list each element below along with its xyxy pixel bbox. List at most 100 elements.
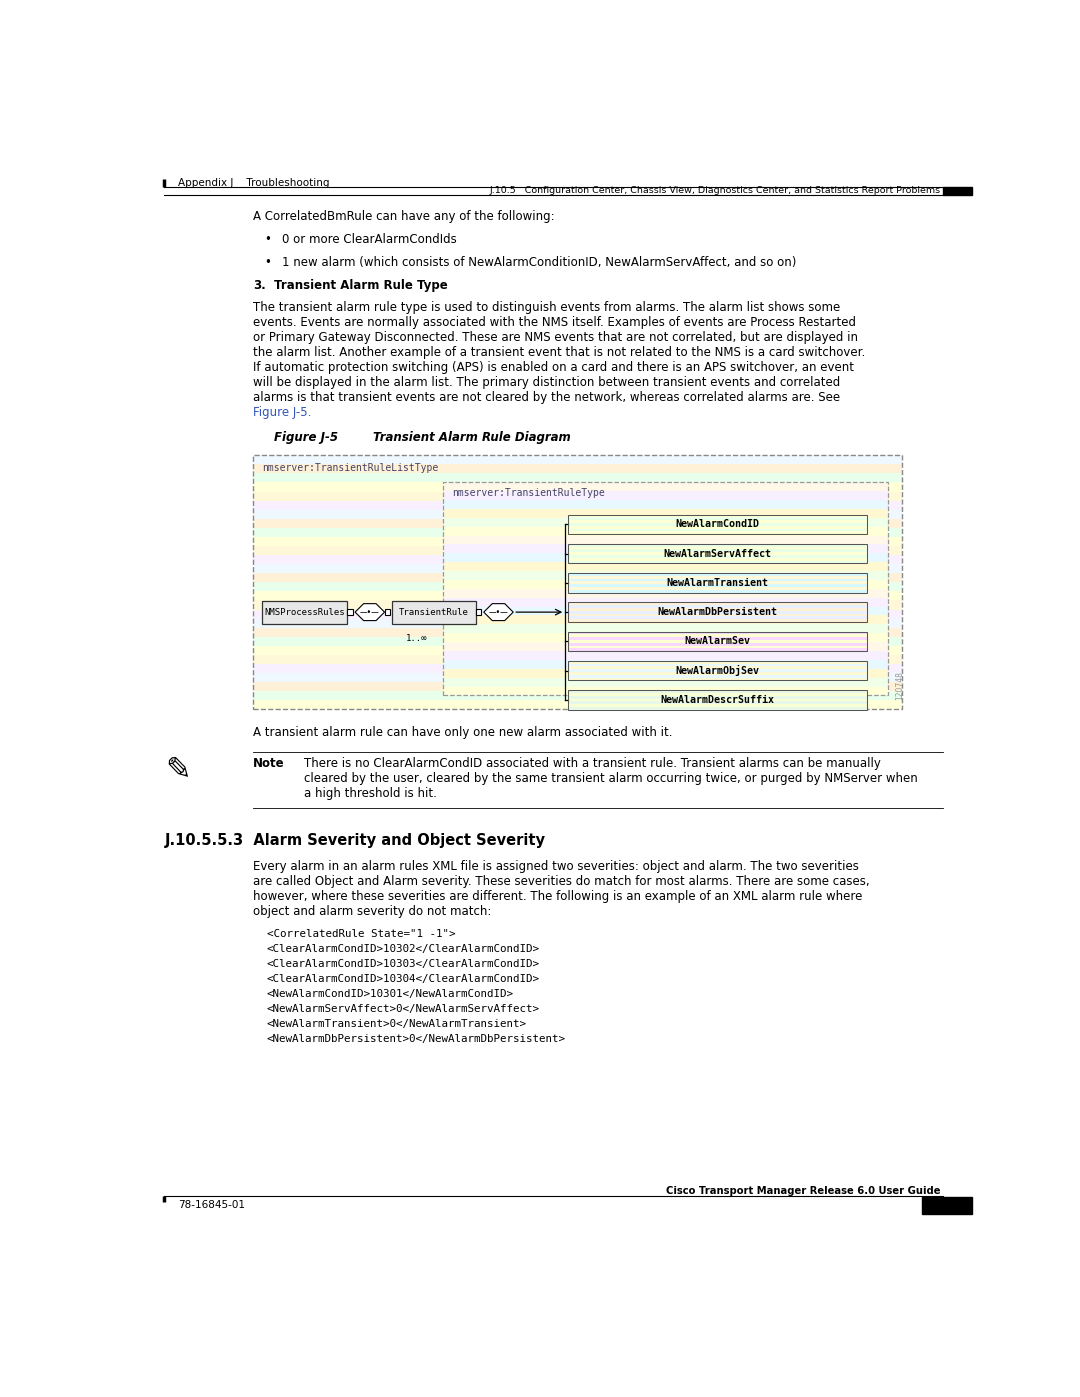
Text: NMSProcessRules: NMSProcessRules [265,608,345,616]
Bar [443,527,888,535]
Text: Every alarm in an alarm rules XML file is assigned two severities: object and al: Every alarm in an alarm rules XML file i… [253,861,859,873]
Bar [568,602,866,605]
Text: 78-16845-01: 78-16845-01 [177,1200,245,1210]
Text: Cisco Transport Manager Release 6.0 User Guide: Cisco Transport Manager Release 6.0 User… [666,1186,941,1196]
Bar [253,546,902,555]
Bar [568,560,866,563]
Bar [253,455,902,464]
Bar [568,664,866,666]
Bar [443,616,888,624]
Text: Appendix J    Troubleshooting: Appendix J Troubleshooting [177,179,329,189]
Bar [253,601,902,609]
Text: are called Object and Alarm severity. These severities do match for most alarms.: are called Object and Alarm severity. Th… [253,875,869,888]
Bar [568,645,866,648]
Bar [943,187,972,194]
Text: nmserver:TransientRuleType: nmserver:TransientRuleType [451,489,605,499]
Bar [443,553,888,562]
Bar [443,633,888,643]
Bar [443,659,888,669]
Bar [568,552,866,555]
Text: 120748: 120748 [895,671,904,700]
Bar [476,609,482,615]
Bar [568,514,866,534]
Bar [443,482,888,492]
Bar [253,573,902,583]
Text: Transient Alarm Rule Diagram: Transient Alarm Rule Diagram [373,430,570,444]
Bar [443,598,888,606]
Text: NewAlarmDbPersistent: NewAlarmDbPersistent [658,608,778,617]
Bar [568,576,866,578]
Text: If automatic protection switching (APS) is enabled on a card and there is an APS: If automatic protection switching (APS) … [253,360,854,374]
Bar [568,555,866,557]
Bar [568,690,866,710]
Bar [568,581,866,584]
Text: or Primary Gateway Disconnected. These are NMS events that are not correlated, b: or Primary Gateway Disconnected. These a… [253,331,858,344]
Bar [568,693,866,696]
Bar [443,651,888,659]
Bar [568,613,866,616]
Bar [253,627,902,637]
Bar [253,510,902,518]
Bar [568,672,866,675]
Bar [253,564,902,573]
Text: Note: Note [253,757,284,770]
Bar [568,531,866,534]
Bar [568,528,866,531]
Bar [568,573,866,592]
Bar [443,571,888,580]
Bar [253,664,902,673]
Text: •: • [265,256,271,270]
Bar [384,609,390,615]
Bar [253,500,902,510]
Bar [568,522,866,525]
Text: NewAlarmServAffect: NewAlarmServAffect [663,549,771,559]
Bar [253,682,902,692]
Bar [568,543,866,546]
Bar [443,580,888,588]
Bar [443,562,888,571]
Text: ✎: ✎ [165,756,190,785]
Bar [568,696,866,698]
Bar [253,637,902,645]
Text: <CorrelatedRule State="1 -1">: <CorrelatedRule State="1 -1"> [267,929,456,939]
Text: NewAlarmCondID: NewAlarmCondID [675,520,759,529]
Text: events. Events are normally associated with the NMS itself. Examples of events a: events. Events are normally associated w… [253,316,855,328]
Bar [568,573,866,576]
Text: J-65: J-65 [932,1199,962,1213]
Bar [443,678,888,686]
Text: 3.: 3. [253,279,266,292]
Bar [443,509,888,518]
Text: —•—: —•— [488,608,509,616]
Bar [568,631,866,651]
Bar [568,690,866,693]
Bar [253,645,902,655]
Text: A CorrelatedBmRule can have any of the following:: A CorrelatedBmRule can have any of the f… [253,210,554,224]
Text: 0 or more ClearAlarmCondIds: 0 or more ClearAlarmCondIds [282,233,457,246]
Text: 1 new alarm (which consists of NewAlarmConditionID, NewAlarmServAffect, and so o: 1 new alarm (which consists of NewAlarmC… [282,256,797,270]
Text: <NewAlarmServAffect>0</NewAlarmServAffect>: <NewAlarmServAffect>0</NewAlarmServAffec… [267,1004,540,1014]
Bar [568,661,866,664]
Bar [568,648,866,651]
Bar [443,606,888,616]
Bar [443,669,888,678]
Bar [568,543,866,563]
Text: Figure J-5: Figure J-5 [274,430,338,444]
Polygon shape [355,604,384,620]
Bar [443,482,888,696]
Bar [443,545,888,553]
Bar [568,675,866,678]
Bar [568,619,866,622]
Bar [568,634,866,637]
Text: A transient alarm rule can have only one new alarm associated with it.: A transient alarm rule can have only one… [253,726,672,739]
Bar [568,707,866,710]
Text: will be displayed in the alarm list. The primary distinction between transient e: will be displayed in the alarm list. The… [253,376,840,388]
Bar [253,692,902,700]
Bar [443,588,888,598]
Bar [568,637,866,640]
Bar [253,528,902,536]
Text: NewAlarmSev: NewAlarmSev [685,637,751,647]
Bar [568,549,866,552]
Bar [568,610,866,613]
Bar [568,640,866,643]
Text: TransientRule: TransientRule [400,608,469,616]
